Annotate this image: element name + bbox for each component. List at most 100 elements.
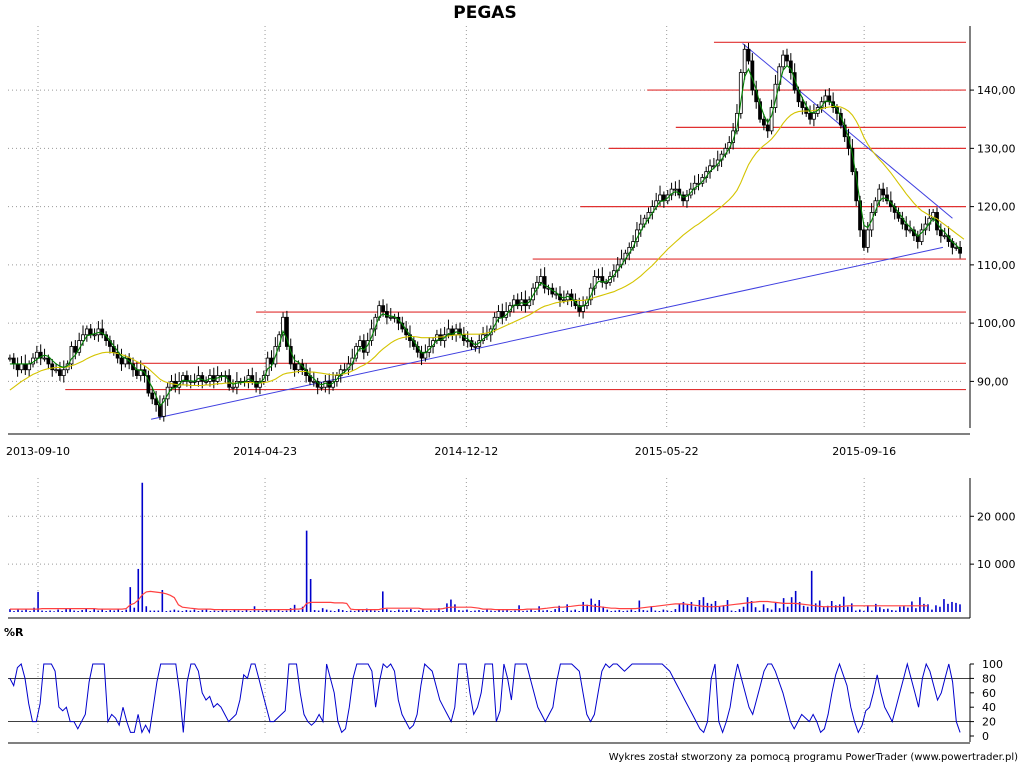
x-tick-label: 2015-05-22: [635, 445, 699, 458]
candle-body: [811, 112, 816, 120]
wr-y-tick-label: 80: [982, 672, 996, 685]
candle-body: [200, 375, 205, 382]
candle-body: [115, 351, 120, 359]
volume-y-tick-label: 20 000: [977, 510, 1016, 523]
candle-body: [150, 392, 155, 400]
candle-body: [785, 54, 789, 62]
candle-body: [438, 334, 443, 342]
candle-body: [381, 305, 385, 312]
candle-body: [835, 107, 839, 114]
candle-body: [881, 188, 886, 196]
candle-body: [319, 386, 324, 389]
candle-body: [596, 276, 601, 278]
candle-body: [292, 363, 297, 371]
candle-body: [311, 380, 316, 383]
wr-y-tick-label: 20: [982, 716, 996, 729]
candle-body: [258, 380, 262, 388]
candle-body: [515, 299, 520, 307]
candle-body: [265, 357, 270, 376]
candle-body: [361, 340, 366, 353]
candle-body: [862, 229, 866, 248]
candle-body: [134, 369, 139, 376]
candle-body: [604, 281, 609, 284]
williams-r-label: %R: [4, 626, 24, 639]
candle-body: [673, 188, 678, 191]
candle-body: [942, 235, 947, 238]
candle-body: [161, 398, 166, 417]
candle-body: [669, 188, 674, 196]
candle-body: [358, 340, 362, 347]
candle-body: [538, 276, 543, 283]
y-tick-label: 110,00: [977, 259, 1016, 272]
candle-body: [50, 363, 55, 371]
candle-body: [865, 229, 870, 248]
candle-body: [54, 369, 58, 372]
price-panel: 2013-09-10 2014-04-23 2014-12-12 2015-05-22…: [6, 26, 1016, 736]
volume-panel: 10 000 20 000: [8, 478, 1016, 619]
candle-body: [284, 316, 289, 347]
candle-body: [138, 369, 143, 376]
candle-body: [577, 305, 582, 312]
x-tick-label: 2013-09-10: [6, 445, 70, 458]
volume-y-tick-label: 10 000: [977, 558, 1016, 571]
candle-body: [496, 311, 501, 318]
candle-body: [46, 357, 51, 365]
wr-y-tick-label: 40: [982, 701, 996, 714]
candle-body: [692, 182, 697, 190]
candle-body: [742, 48, 747, 74]
candle-body: [23, 363, 28, 371]
trend-line: [150, 246, 944, 420]
candle-body: [184, 375, 189, 382]
candle-body: [188, 380, 193, 383]
footer-credit: Wykres został stworzony za pomocą progra…: [609, 752, 1018, 763]
candle-body: [938, 229, 943, 237]
trend-line: [742, 43, 953, 219]
candle-body: [296, 363, 301, 371]
candle-body: [685, 194, 689, 202]
y-tick-label: 130,00: [977, 142, 1016, 155]
candle-body: [69, 346, 74, 365]
candle-body: [92, 334, 97, 337]
candle-body: [792, 72, 797, 91]
candle-body: [8, 357, 12, 360]
candle-body: [765, 124, 770, 132]
volume-average-line: [10, 590, 928, 611]
candle-body: [523, 299, 528, 307]
candle-body: [27, 363, 32, 371]
candle-body: [788, 60, 793, 74]
candle-body: [592, 276, 597, 289]
candle-body: [338, 369, 343, 376]
candle-body: [73, 346, 78, 353]
candle-body: [588, 287, 593, 301]
candle-body: [758, 101, 762, 120]
candle-body: [323, 380, 328, 388]
y-tick-label: 90,00: [977, 375, 1009, 388]
candle-body: [81, 334, 85, 342]
candle-body: [561, 299, 566, 302]
candle-body: [531, 287, 535, 301]
candle-body: [100, 328, 105, 336]
candle-body: [254, 380, 259, 388]
candle-body: [15, 363, 20, 371]
candle-body: [19, 363, 24, 371]
candle-body: [42, 357, 47, 360]
candle-body: [473, 346, 478, 348]
chart-title: PEGAS: [453, 3, 516, 23]
candle-body: [96, 328, 101, 336]
candle-body: [808, 112, 812, 120]
candle-body: [34, 351, 39, 359]
candle-body: [246, 375, 251, 382]
candle-body: [877, 188, 882, 202]
candle-body: [181, 375, 185, 382]
x-tick-label: 2015-09-16: [832, 445, 896, 458]
williams-r-line: [9, 662, 961, 734]
candle-body: [388, 316, 393, 319]
moving-average-line: [9, 64, 961, 407]
candle-body: [954, 246, 959, 249]
candle-body: [11, 357, 16, 365]
candle-body: [38, 351, 43, 359]
candle-body: [542, 276, 547, 289]
wr-y-tick-label: 0: [982, 730, 989, 743]
